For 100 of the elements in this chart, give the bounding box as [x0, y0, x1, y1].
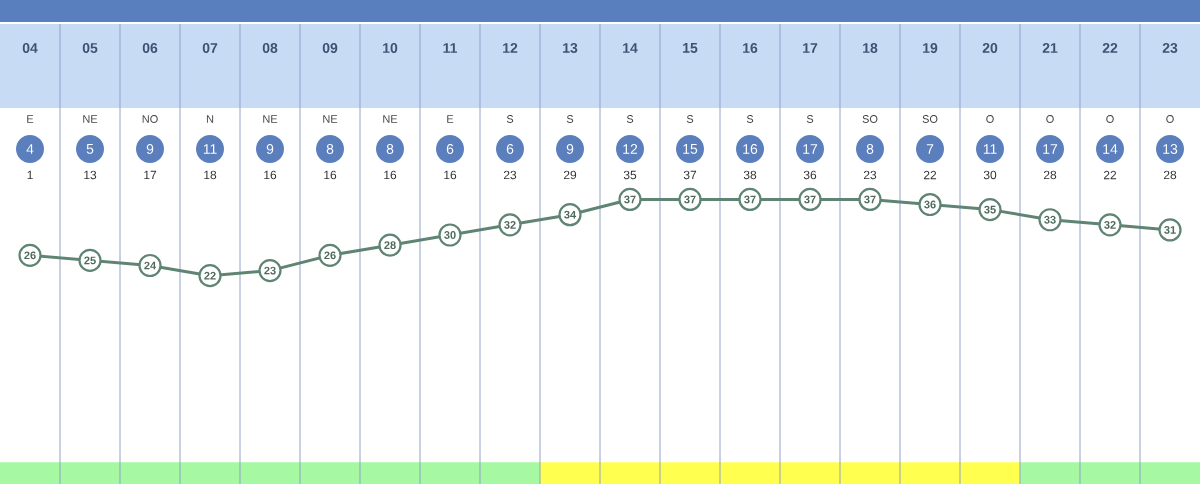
data-label: 37	[684, 195, 696, 204]
annotation: SO	[862, 115, 878, 123]
annotation: NE	[263, 115, 278, 123]
data-label: 36	[924, 200, 936, 209]
data-label: 28	[384, 241, 396, 250]
x-tick-label: 17	[803, 43, 818, 53]
annotation: 22	[1103, 170, 1117, 180]
x-tick-label: 16	[743, 43, 758, 53]
x-tick-label: 10	[383, 43, 398, 53]
annotation: 16	[324, 170, 337, 180]
annotation: NE	[83, 115, 98, 123]
annotation: E	[447, 115, 454, 123]
annotation: 28	[1043, 170, 1057, 180]
x-tick-label: 19	[923, 43, 938, 53]
annotation: S	[686, 115, 694, 123]
annotation: 14	[1103, 144, 1118, 154]
data-label: 25	[84, 256, 96, 265]
data-label: 23	[264, 266, 276, 275]
annotation: 29	[563, 170, 577, 180]
annotation: S	[506, 115, 514, 123]
x-tick-label: 12	[503, 43, 518, 53]
annotation: 30	[983, 170, 997, 180]
annotation: 28	[1163, 170, 1177, 180]
x-tick-label: 06	[142, 43, 158, 53]
x-tick-label: 08	[262, 43, 278, 53]
annotation: 7	[926, 144, 934, 154]
x-tick-label: 05	[82, 43, 98, 53]
annotation: 17	[144, 170, 157, 180]
x-tick-label: 20	[982, 43, 998, 53]
x-tick-label: 21	[1042, 43, 1058, 53]
annotation: 16	[384, 170, 397, 180]
annotation: O	[1166, 115, 1174, 123]
annotation: E	[27, 115, 34, 123]
data-label: 34	[564, 210, 577, 219]
data-label: 37	[864, 195, 876, 204]
data-label: 37	[804, 195, 816, 204]
x-tick-label: 14	[623, 43, 638, 53]
data-label: 35	[984, 205, 996, 214]
data-label: 37	[744, 195, 756, 204]
annotation: 8	[866, 144, 874, 154]
x-tick-label: 09	[322, 43, 338, 53]
annotation: 9	[146, 144, 154, 154]
annotation: O	[986, 115, 994, 123]
annotation: 18	[204, 170, 217, 180]
annotation: S	[806, 115, 814, 123]
annotation: 8	[326, 144, 334, 154]
data-label: 32	[1104, 220, 1116, 229]
annotation: 12	[623, 144, 638, 154]
annotation: S	[566, 115, 574, 123]
data-label: 26	[24, 251, 36, 260]
annotation: 11	[983, 144, 997, 154]
annotation: 4	[26, 144, 34, 154]
data-label: 37	[624, 195, 636, 204]
annotation: 16	[444, 170, 457, 180]
x-tick-label: 22	[1102, 43, 1118, 53]
annotation: 13	[84, 170, 97, 180]
annotation: 23	[503, 170, 517, 180]
annotation: N	[206, 115, 214, 123]
x-tick-label: 13	[563, 43, 578, 53]
annotation: 6	[446, 144, 454, 154]
x-tick-label: 15	[683, 43, 698, 53]
x-tick-label: 18	[863, 43, 878, 53]
annotation: 16	[743, 144, 758, 154]
data-label: 33	[1044, 215, 1056, 224]
annotation: 15	[683, 144, 698, 154]
annotation: 23	[863, 170, 877, 180]
annotation: 11	[203, 144, 217, 154]
data-label: 26	[324, 251, 336, 260]
annotation: S	[626, 115, 634, 123]
annotation: 9	[266, 144, 274, 154]
annotation: 6	[506, 144, 514, 154]
annotation: O	[1106, 115, 1114, 123]
annotation: NE	[383, 115, 398, 123]
x-tick-label: 11	[443, 43, 458, 53]
annotation: 35	[623, 170, 637, 180]
annotation: 16	[264, 170, 277, 180]
annotation: 1	[27, 170, 33, 180]
data-label: 32	[504, 220, 516, 229]
annotation: 9	[566, 144, 574, 154]
annotation: SO	[922, 115, 938, 123]
x-tick-label: 23	[1162, 43, 1178, 53]
data-label: 22	[204, 271, 216, 280]
annotation: NO	[142, 115, 158, 123]
data-label: 24	[144, 261, 157, 270]
annotation: 37	[683, 170, 697, 180]
x-tick-label: 04	[22, 43, 38, 53]
annotation: 38	[743, 170, 757, 180]
data-label: 31	[1164, 226, 1176, 234]
annotation: 13	[1163, 144, 1178, 154]
annotation: 17	[803, 144, 818, 154]
annotation: S	[746, 115, 754, 123]
annotation: O	[1046, 115, 1054, 123]
annotation: 8	[386, 144, 394, 154]
data-label: 30	[444, 231, 456, 239]
annotation: 5	[86, 144, 94, 154]
annotation: 17	[1043, 144, 1058, 154]
annotation: 22	[923, 170, 937, 180]
annotation: NE	[323, 115, 338, 123]
annotation: 36	[803, 170, 817, 180]
x-tick-label: 07	[202, 43, 218, 53]
